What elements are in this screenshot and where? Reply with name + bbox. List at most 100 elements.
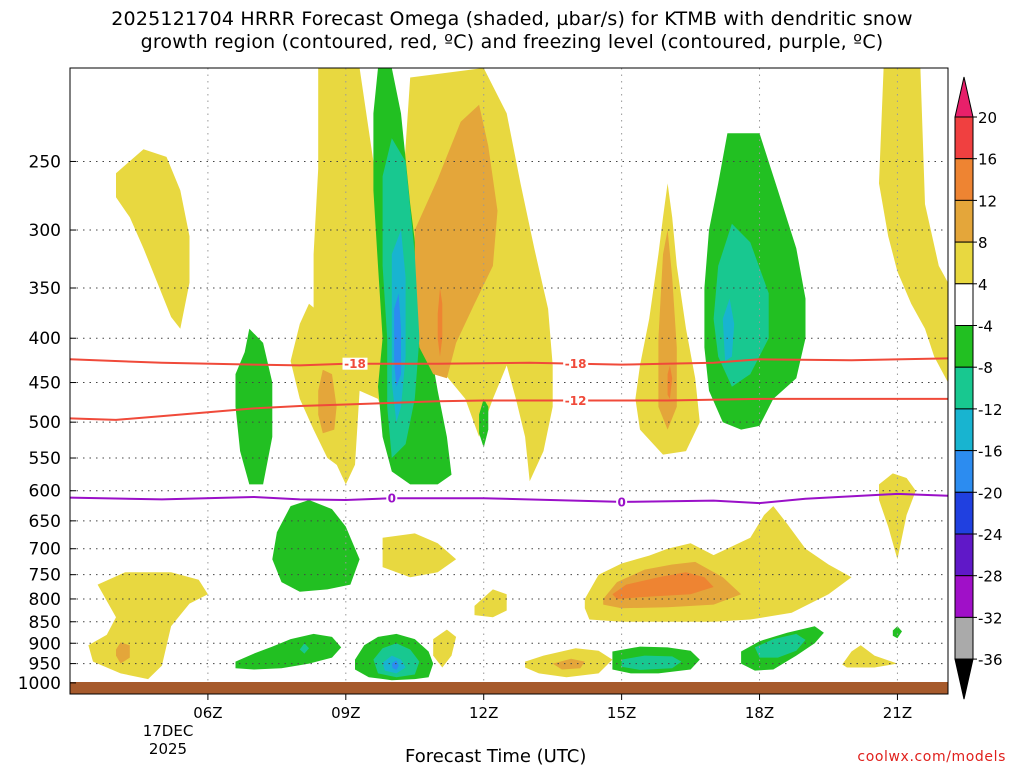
y-tick-label-250: 250: [29, 152, 61, 172]
y-tick-label-700: 700: [29, 540, 61, 560]
omega-region-pos-1530-darkorange: [612, 572, 714, 599]
date-label-year: 2025: [149, 740, 187, 758]
ground-surface: [70, 682, 948, 694]
y-tick-label-600: 600: [29, 482, 61, 502]
y-tick-label-550: 550: [29, 449, 61, 469]
omega-region-pos-2000-small: [842, 645, 898, 668]
title-line-1: 2025121704 HRRR Forecast Omega (shaded, …: [111, 8, 913, 30]
y-tick-label-850: 850: [29, 613, 61, 633]
colorbar-label-5: -4: [978, 318, 993, 336]
x-tick-label-12Z: 12Z: [469, 704, 498, 722]
y-tick-label-450: 450: [29, 374, 61, 394]
x-tick-label-09Z: 09Z: [331, 704, 360, 722]
omega-region-pos-1200-small: [474, 589, 507, 618]
y-tick-label-500: 500: [29, 413, 61, 433]
y-axis: 2503003504004505005506006507007508008509…: [18, 152, 76, 694]
colorbar-segment-1: [954, 158, 974, 201]
plot-area: [88, 68, 948, 681]
omega-region-pos-1000-small: [433, 629, 457, 668]
omega-region-neg-1830-teal: [754, 633, 806, 658]
y-tick-label-950: 950: [29, 655, 61, 675]
dendritic-growth-top-label-1: -18: [565, 357, 587, 371]
omega-region-pos-1350-orange: [552, 658, 585, 670]
omega-region-neg-0830-mid: [272, 500, 360, 592]
colorbar-label-2: 12: [978, 192, 997, 210]
x-tick-label-06Z: 06Z: [193, 704, 222, 722]
omega-region-pos-2100-small: [879, 473, 916, 560]
omega-region-pos-0420-lower: [88, 572, 208, 680]
freezing-level-label-0: 0: [388, 492, 396, 506]
y-tick-label-650: 650: [29, 512, 61, 532]
omega-region-neg-0800-lower: [235, 633, 342, 670]
colorbar-label-9: -20: [978, 484, 1003, 502]
plot-frame: [69, 67, 949, 695]
y-tick-label-900: 900: [29, 634, 61, 654]
colorbar-segment-12: [954, 616, 974, 660]
omega-region-neg-1730-cyan: [722, 298, 735, 361]
omega-region-neg-2100-tiny: [892, 626, 902, 639]
omega-region-pos-0930-lower: [382, 533, 457, 578]
freezing-level-label-1: 0: [617, 495, 625, 509]
colorbar-segment-4: [954, 283, 974, 326]
omega-region-pos-0430-orange: [116, 642, 130, 664]
colorbar-label-11: -28: [978, 568, 1003, 586]
omega-region-neg-1000-blue: [391, 660, 399, 670]
colorbar-segment-5: [954, 325, 974, 368]
colorbar-label-10: -24: [978, 526, 1003, 544]
y-tick-label-300: 300: [29, 221, 61, 241]
freezing-level-contour: [69, 492, 949, 505]
colorbar: 20 16 12 8 4 -4 -8 -12 -16 -20 -24 -28 -32 -36: [954, 76, 1003, 700]
colorbar-segment-3: [954, 241, 974, 285]
dendritic-growth-bottom-label-0: -12: [565, 394, 587, 408]
colorbar-segment-6: [954, 366, 974, 410]
colorbar-label-8: -16: [978, 443, 1003, 461]
colorbar-label-0: 20: [978, 109, 997, 127]
y-tick-label-750: 750: [29, 566, 61, 586]
y-tick-label-350: 350: [29, 279, 61, 299]
colorbar-label-12: -32: [978, 609, 1003, 627]
colorbar-segment-10: [954, 533, 974, 577]
omega-region-neg-0800-teal: [299, 643, 309, 654]
dendritic-growth-top-label-0: -18: [344, 357, 366, 371]
colorbar-segment-9: [954, 491, 974, 535]
freezing-level-label-bg-1: [616, 495, 628, 508]
freezing-level-label-bg-0: [386, 492, 398, 505]
omega-region-pos-1600-red: [667, 365, 673, 399]
y-tick-label-400: 400: [29, 329, 61, 349]
dendritic-growth-bottom-label-bg-0: [563, 394, 589, 407]
x-tick-label-15Z: 15Z: [607, 704, 636, 722]
omega-region-neg-1200-tiny: [479, 398, 489, 448]
temperature-contours: -18 -18 -12 0 0: [69, 357, 949, 509]
date-label-day: 17DEC: [143, 722, 194, 740]
colorbar-segment-2: [954, 199, 974, 243]
omega-region-neg-0700-mid: [235, 328, 273, 485]
colorbar-segment-7: [954, 408, 974, 452]
omega-region-pos-0800-orange: [318, 369, 337, 434]
omega-region-pos-0505-upper: [116, 149, 190, 329]
x-axis: 06Z 09Z 12Z 15Z 18Z 21Z: [193, 694, 912, 722]
y-tick-label-800: 800: [29, 590, 61, 610]
colorbar-segment-8: [954, 450, 974, 493]
colorbar-label-13: -36: [978, 651, 1003, 669]
dendritic-growth-bottom-contour: [69, 397, 948, 421]
omega-region-pos-2100-upper: [879, 68, 948, 383]
title-line-2: growth region (contoured, red, ºC) and f…: [140, 31, 884, 53]
chart-title: 2025121704 HRRR Forecast Omega (shaded, …: [0, 8, 1024, 54]
credit-link[interactable]: coolwx.com/models: [857, 749, 1006, 765]
colorbar-label-1: 16: [978, 151, 997, 169]
omega-region-pos-1600-orange: [658, 230, 677, 430]
dendritic-growth-top-contour: [69, 357, 949, 367]
colorbar-label-3: 8: [978, 234, 988, 252]
dendritic-growth-top-label-bg-1: [563, 357, 589, 370]
colorbar-top-arrow: [954, 76, 974, 118]
omega-region-pos-1100-spike: [437, 288, 443, 357]
colorbar-bottom-arrow: [954, 658, 974, 700]
colorbar-label-4: 4: [978, 276, 988, 294]
x-tick-label-18Z: 18Z: [745, 704, 774, 722]
colorbar-segment-11: [954, 575, 974, 618]
y-tick-label-1000: 1000: [18, 674, 61, 694]
gridlines: [70, 68, 948, 694]
x-axis-label: Forecast Time (UTC): [405, 746, 587, 767]
colorbar-segment-0: [954, 116, 974, 160]
